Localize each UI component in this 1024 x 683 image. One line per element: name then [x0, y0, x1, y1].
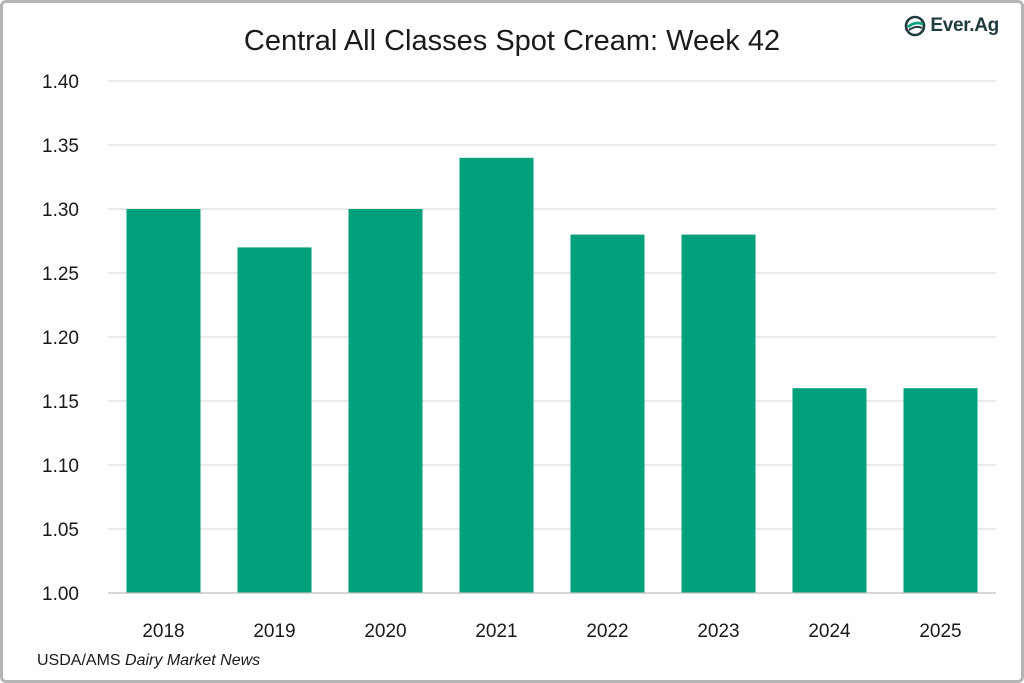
y-tick-label: 1.10 — [42, 456, 79, 477]
bar — [792, 388, 867, 593]
bar-chart: 1.00 1.05 1.10 1.15 1.20 1.25 1.30 1.35 1.40 2018… — [42, 72, 996, 642]
x-tick-label: 2025 — [919, 621, 961, 642]
bar — [459, 157, 534, 594]
y-tick-label: 1.15 — [42, 392, 79, 413]
x-tick-label: 2022 — [586, 621, 628, 642]
y-tick-label: 1.05 — [42, 520, 79, 541]
y-tick-label: 1.20 — [42, 328, 79, 349]
x-tick-label: 2023 — [697, 621, 739, 642]
ever-ag-leaf-icon — [905, 15, 926, 37]
bar — [681, 234, 756, 593]
y-tick-label: 1.00 — [42, 584, 79, 605]
y-tick-label: 1.25 — [42, 264, 79, 285]
y-tick-label: 1.35 — [42, 136, 79, 157]
x-tick-label: 2019 — [253, 621, 295, 642]
source-note: USDA/AMS Dairy Market News — [37, 652, 260, 670]
chart-title: Central All Classes Spot Cream: Week 42 — [243, 25, 781, 57]
y-tick-label: 1.40 — [42, 72, 79, 93]
x-tick-label: 2018 — [142, 621, 184, 642]
source-prefix: USDA/AMS — [37, 652, 121, 669]
logo-text: Ever.Ag — [930, 15, 999, 36]
ever-ag-logo: Ever.Ag — [904, 15, 999, 37]
bar — [126, 209, 201, 593]
x-tick-label: 2024 — [808, 621, 851, 642]
bar — [570, 234, 645, 593]
bar — [903, 388, 978, 593]
bar — [237, 247, 312, 593]
source-publication: Dairy Market News — [125, 652, 261, 669]
x-tick-label: 2020 — [364, 621, 406, 642]
y-tick-label: 1.30 — [42, 200, 79, 221]
x-tick-label: 2021 — [475, 621, 517, 642]
bar — [348, 209, 423, 593]
